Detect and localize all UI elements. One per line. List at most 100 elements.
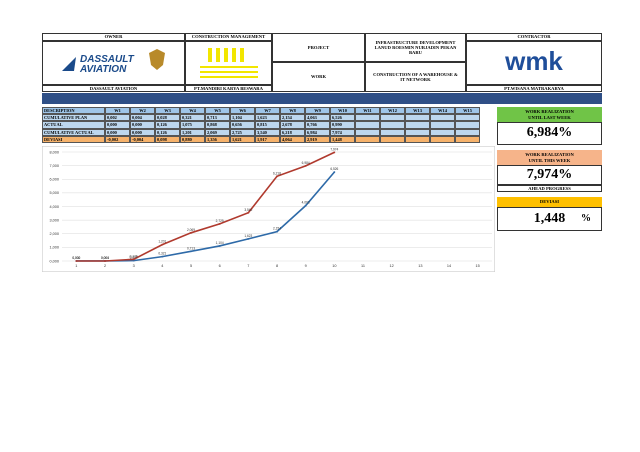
point-label: 1,623 (244, 234, 252, 238)
y-tick-label: 6,000 (49, 178, 59, 182)
emblem (148, 49, 165, 70)
point-label: 2,069 (187, 228, 195, 232)
table-cell: W3 (155, 107, 180, 115)
table-cell: 0,126 (155, 121, 180, 129)
table-cell: 0,815 (255, 121, 280, 129)
point-label: 6,526 (330, 167, 338, 171)
table-cell (355, 135, 380, 143)
point-label: 2,725 (216, 219, 224, 223)
table-cell: 6,984 (305, 128, 330, 136)
table-cell: 1,623 (255, 114, 280, 122)
point-label: 4,063 (302, 201, 310, 205)
cm-logo (199, 48, 258, 78)
chart-frame (42, 146, 495, 272)
point-label: 0,004 (101, 256, 109, 260)
y-tick-label: 1,000 (49, 246, 59, 250)
owner: DASSAULT AVIATION (42, 85, 185, 92)
last-week-value: 6,984% (497, 122, 602, 145)
point-label: 6,984 (302, 161, 310, 165)
project-label: PROJECT (272, 33, 365, 62)
x-tick-label: 1 (75, 264, 77, 268)
title: WORK REALIZATION (525, 152, 574, 158)
table-cell: W6 (230, 107, 255, 115)
point-label: 0,000 (101, 256, 109, 260)
x-tick-label: 3 (133, 264, 135, 268)
y-tick-label: 7,000 (49, 164, 59, 168)
cm-logo-cell (185, 41, 272, 85)
table-cell (430, 114, 455, 122)
point-label: 0,713 (187, 246, 195, 250)
x-tick-label: 2 (104, 264, 106, 268)
table-cell: W12 (380, 107, 405, 115)
table-cell (380, 135, 405, 143)
sub: UNTIL LAST WEEK (528, 114, 571, 120)
point (276, 175, 278, 178)
table-cell (405, 121, 430, 129)
table-cell: CUMULATIVE ACTUAL (42, 128, 105, 136)
table-cell (355, 121, 380, 129)
y-tick-label: 0,000 (49, 259, 59, 263)
point-label: 1,104 (216, 241, 224, 245)
table-cell: W11 (355, 107, 380, 115)
x-tick-label: 5 (190, 264, 192, 268)
table-cell: ACTUAL (42, 121, 105, 129)
cm-bars (199, 48, 258, 78)
y-tick-label: 5,000 (49, 191, 59, 195)
deviasi-unit: % (581, 213, 591, 225)
table-cell: 0,656 (230, 121, 255, 129)
point-label: 6,218 (273, 171, 281, 175)
x-tick-label: 4 (161, 264, 163, 268)
point-label: 0,321 (158, 252, 166, 256)
table-cell: 1,356 (205, 135, 230, 143)
table-cell: 0,000 (130, 121, 155, 129)
table-cell (455, 114, 480, 122)
table-cell (455, 135, 480, 143)
table-cell: 1,621 (230, 135, 255, 143)
cm: PT.MANDIRI KARYA BESWARA (185, 85, 272, 92)
table-cell: 1,448 (330, 135, 355, 143)
table-cell: 6,526 (330, 114, 355, 122)
x-tick-label: 12 (390, 264, 394, 268)
table-cell: 4,063 (305, 114, 330, 122)
table-cell: 6,218 (280, 128, 305, 136)
sub: UNTIL THIS WEEK (528, 157, 571, 163)
point-label: 1,201 (158, 240, 166, 244)
x-tick-label: 7 (247, 264, 249, 268)
table-cell: 1,075 (180, 121, 205, 129)
table-cell: 1,917 (255, 135, 280, 143)
y-tick-label: 3,000 (49, 218, 59, 222)
last-week-head: WORK REALIZATION UNTIL LAST WEEK (497, 107, 602, 122)
logo-text: wmk (504, 48, 563, 76)
y-tick-label: 4,000 (49, 205, 59, 209)
table-cell (455, 128, 480, 136)
point-label: 0,002 (72, 256, 80, 260)
table-cell: W14 (430, 107, 455, 115)
point (190, 250, 192, 253)
x-tick-label: 6 (219, 264, 221, 268)
table-cell: 0,321 (180, 114, 205, 122)
table-cell: -0,002 (105, 135, 130, 143)
series-line (76, 151, 335, 262)
table-cell: 0,126 (155, 128, 180, 136)
contractor: PT.WISANA MATRAKARYA (466, 85, 602, 92)
table-cell: W5 (205, 107, 230, 115)
table-cell: 3,540 (255, 128, 280, 136)
table-cell (405, 128, 430, 136)
point (304, 204, 307, 207)
logo-shape (61, 57, 76, 71)
table-cell: 2,069 (205, 128, 230, 136)
cm-label: CONSTRUCTION MANAGEMENT (185, 33, 272, 41)
table-cell: 0,002 (105, 114, 130, 122)
point (132, 259, 135, 262)
table-cell: 2,678 (280, 121, 305, 129)
table-cell: 2,725 (230, 128, 255, 136)
point (161, 255, 164, 258)
point (218, 245, 221, 247)
x-tick-label: 13 (418, 264, 422, 268)
title: WORK REALIZATION (525, 109, 574, 115)
point (333, 171, 336, 173)
table-cell: 0,098 (155, 135, 180, 143)
table-cell (430, 128, 455, 136)
status: AHEAD PROGRESS (497, 185, 602, 192)
deviasi-value: 1,448 (533, 210, 566, 226)
